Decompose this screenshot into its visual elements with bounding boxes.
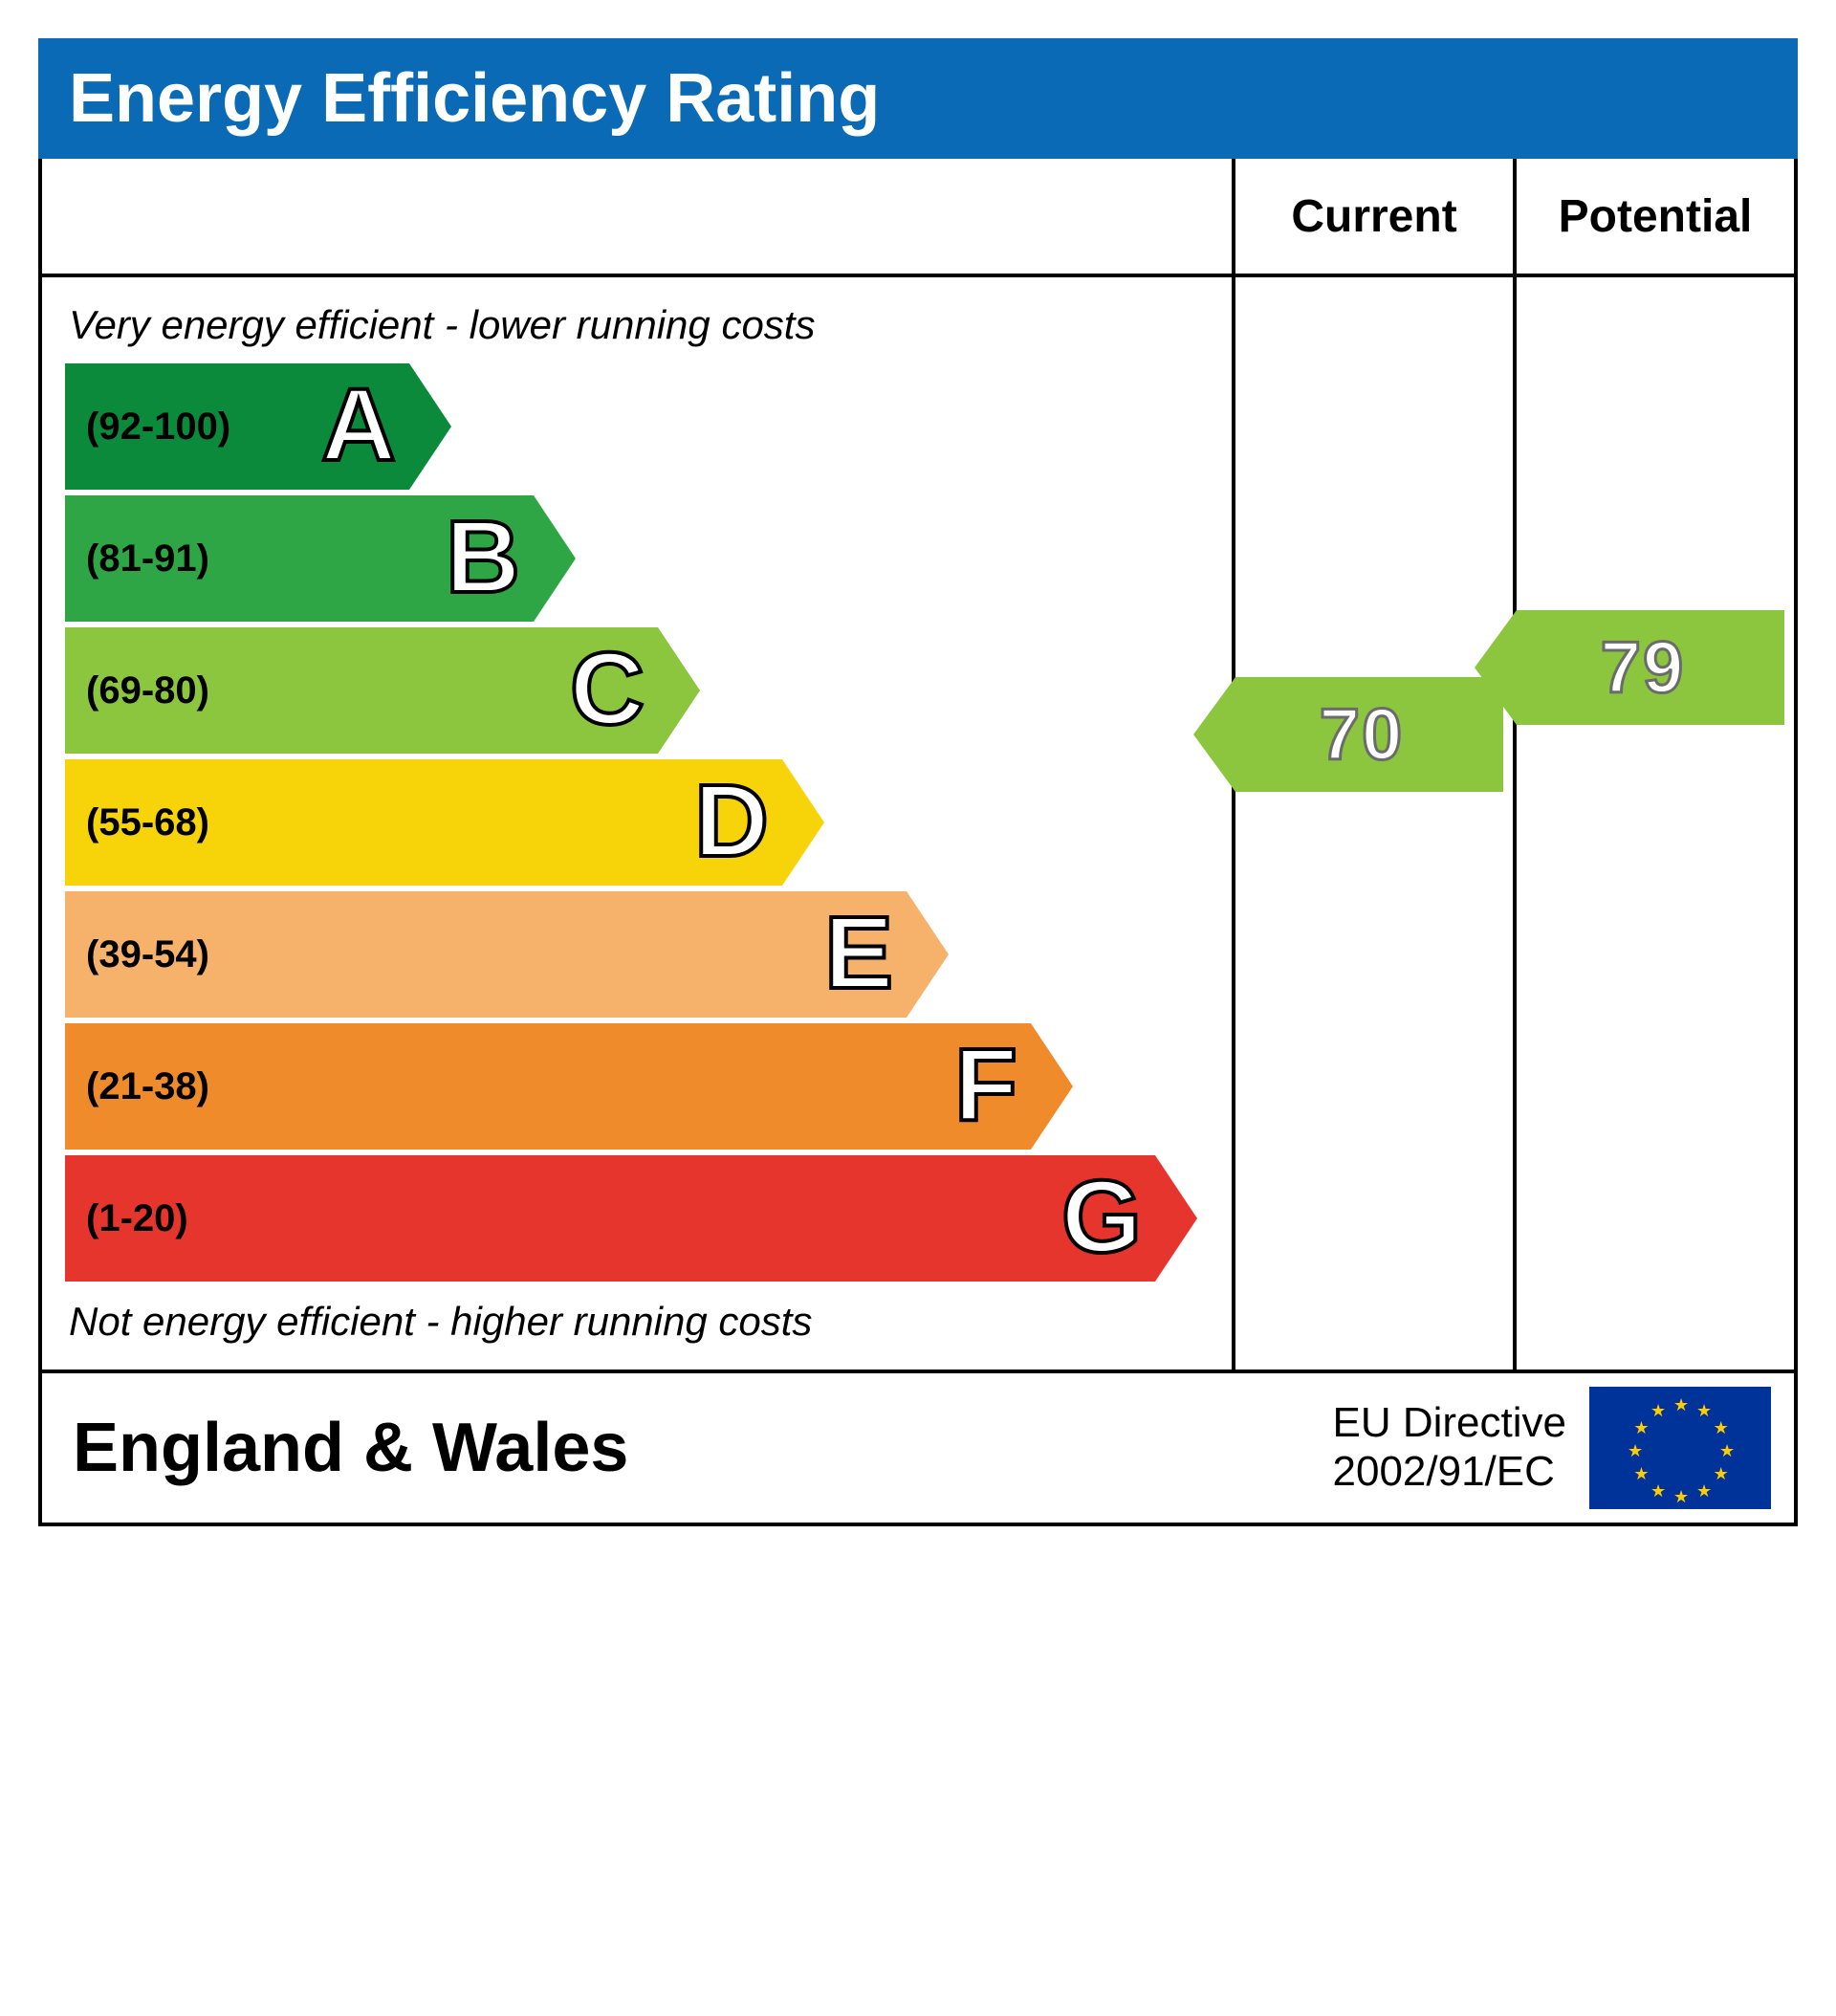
eu-star-icon: ★ [1714,1464,1727,1478]
eu-star-icon: ★ [1719,1441,1733,1455]
bar-c: (69-80) C [65,627,658,754]
bars-area: Very energy efficient - lower running co… [42,277,1232,1370]
band-letter: B [446,505,520,608]
band-range: (69-80) [86,669,209,712]
potential-column: 79 [1513,277,1794,1370]
eu-flag-icon: ★★★★★★★★★★★★ [1589,1387,1771,1509]
eu-star-icon: ★ [1696,1481,1710,1495]
footer-row: England & Wales EU Directive 2002/91/EC … [42,1373,1794,1523]
title-text: Energy Efficiency Rating [69,60,880,137]
eu-star-icon: ★ [1650,1481,1664,1495]
bar-d: (55-68) D [65,759,782,886]
footer-region: England & Wales [42,1386,1310,1510]
band-range: (1-20) [86,1197,188,1240]
header-potential: Potential [1513,159,1794,274]
band-letter: E [824,901,893,1004]
eu-star-icon: ★ [1673,1395,1687,1409]
eu-star-icon: ★ [1650,1401,1664,1414]
epc-grid: Current Potential Very energy efficient … [38,159,1798,1526]
bands-container: (92-100) A (81-91) B (69-80) C (55-68) D (39-54)… [65,363,1209,1282]
band-letter: F [954,1033,1017,1136]
band-g: (1-20) G [65,1155,1209,1282]
header-row: Current Potential [42,159,1794,277]
band-letter: C [570,637,645,740]
header-current: Current [1232,159,1513,274]
band-range: (81-91) [86,537,209,581]
bar-e: (39-54) E [65,891,907,1018]
epc-card: Energy Efficiency Rating Current Potenti… [0,0,1836,1565]
eu-star-icon: ★ [1714,1418,1727,1432]
footer-directive: EU Directive 2002/91/EC [1333,1399,1567,1496]
header-spacer [42,159,1232,274]
eu-star-icon: ★ [1696,1401,1710,1414]
current-column: 70 [1232,277,1513,1370]
band-letter: G [1061,1165,1142,1268]
band-d: (55-68) D [65,759,1209,886]
footer-directive-line1: EU Directive [1333,1399,1567,1448]
bar-a: (92-100) A [65,363,409,490]
band-range: (55-68) [86,801,209,844]
band-e: (39-54) E [65,891,1209,1018]
title-bar: Energy Efficiency Rating [38,38,1798,159]
band-letter: D [694,769,769,872]
footer-directive-line2: 2002/91/EC [1333,1448,1567,1497]
band-letter: A [321,373,396,476]
band-f: (21-38) F [65,1023,1209,1150]
bar-b: (81-91) B [65,495,534,622]
eu-star-icon: ★ [1633,1464,1647,1478]
potential-pointer: 79 [1475,610,1784,725]
band-range: (39-54) [86,933,209,976]
note-bottom: Not energy efficient - higher running co… [69,1299,1209,1345]
note-top: Very energy efficient - lower running co… [69,302,1209,348]
bar-f: (21-38) F [65,1023,1031,1150]
body-row: Very energy efficient - lower running co… [42,277,1794,1373]
bar-g: (1-20) G [65,1155,1155,1282]
band-range: (21-38) [86,1065,209,1108]
eu-star-icon: ★ [1628,1441,1641,1455]
eu-star-icon: ★ [1673,1487,1687,1501]
current-pointer-value: 70 [1320,693,1405,777]
footer-right: EU Directive 2002/91/EC ★★★★★★★★★★★★ [1310,1373,1795,1523]
current-pointer: 70 [1193,677,1503,792]
header-potential-label: Potential [1559,190,1753,243]
header-current-label: Current [1291,190,1456,243]
band-a: (92-100) A [65,363,1209,490]
band-c: (69-80) C [65,627,1209,754]
potential-pointer-value: 79 [1601,626,1686,710]
band-range: (92-100) [86,405,230,449]
eu-star-icon: ★ [1633,1418,1647,1432]
band-b: (81-91) B [65,495,1209,622]
